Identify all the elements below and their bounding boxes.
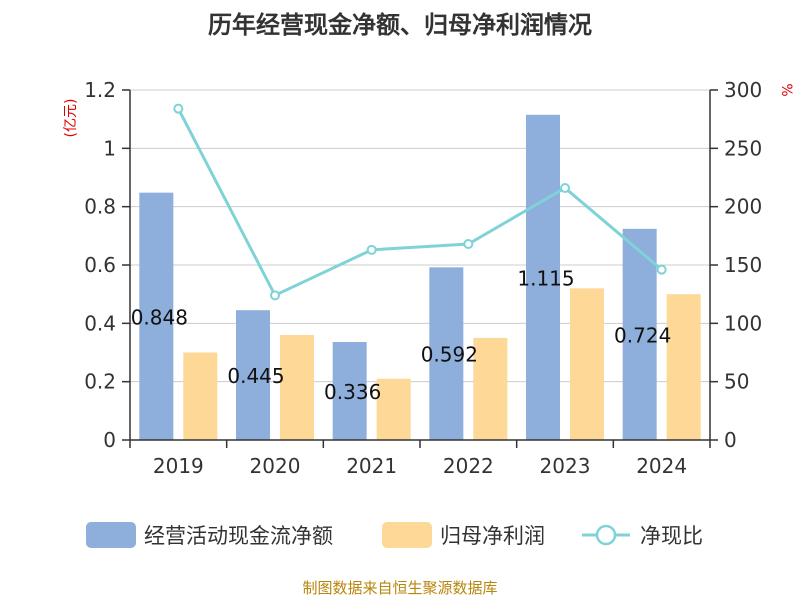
chart-title: 历年经营现金净额、归母净利润情况 [208, 11, 592, 39]
right-axis-tick-label: 0 [724, 428, 737, 452]
source-note: 制图数据来自恒生聚源数据库 [302, 579, 497, 597]
data-labels: 0.848 0.445 0.336 0.592 1.115 0.724 [131, 266, 672, 404]
bar-net-profit [473, 337, 508, 440]
bar-value-label: 0.724 [614, 323, 671, 347]
bar-net-profit [570, 288, 604, 440]
legend: 经营活动现金流净额 归母净利润 净现比 [86, 522, 703, 548]
legend-label: 归母净利润 [440, 524, 545, 548]
bar-net-profit [376, 378, 411, 440]
left-axis-tick-label: 0.4 [84, 311, 116, 335]
legend-label: 净现比 [640, 524, 703, 548]
right-axis-tick-label: 100 [724, 311, 762, 335]
ratio-point [173, 103, 184, 114]
left-axis-tick-label: 0.6 [84, 253, 116, 277]
ratio-line [177, 107, 663, 298]
gridlines [130, 89, 710, 383]
left-axis-tick-label: 1.2 [84, 78, 116, 102]
bar-net-profit [666, 294, 701, 440]
bar-net-profit [280, 335, 314, 440]
ratio-point [463, 239, 474, 249]
bar-value-label: 1.115 [517, 266, 574, 290]
right-axis-tick-label: 200 [724, 195, 762, 219]
bar-value-label: 0.848 [131, 305, 188, 329]
left-axis-tick-label: 1 [103, 136, 116, 160]
x-axis-tick-label: 2024 [636, 454, 687, 478]
legend-swatch [86, 522, 136, 548]
x-axis-tick-label: 2021 [346, 454, 397, 478]
right-axis-tick-label: 50 [724, 370, 749, 394]
x-axis-tick-label: 2020 [250, 454, 301, 478]
ratio-point [656, 264, 667, 275]
axes: 0 0.2 0.4 0.6 0.8 1 1.2 0 50 100 150 200 250 300 2019 2… [84, 78, 762, 478]
bar-operating-cash-flow [622, 228, 657, 440]
x-axis-tick-label: 2022 [443, 454, 494, 478]
ratio-point [270, 290, 280, 301]
legend-label: 经营活动现金流净额 [144, 524, 333, 548]
legend-swatch [382, 522, 432, 548]
line-series [173, 103, 667, 301]
left-axis-tick-label: 0.8 [84, 195, 116, 219]
right-axis-tick-label: 250 [724, 136, 762, 160]
left-axis-tick-label: 0 [103, 428, 116, 452]
bar-operating-cash-flow [526, 114, 560, 441]
bar-operating-cash-flow [139, 192, 174, 440]
x-axis-tick-label: 2023 [540, 454, 591, 478]
ratio-point [366, 244, 377, 255]
ratio-point [560, 183, 570, 193]
bar-operating-cash-flow [429, 267, 464, 440]
bar-operating-cash-flow [332, 342, 367, 440]
right-axis-tick-label: 300 [724, 78, 762, 102]
bar-series [139, 114, 701, 441]
left-axis-tick-label: 0.2 [84, 370, 116, 394]
bar-value-label: 0.592 [421, 343, 478, 367]
left-axis-unit: (亿元) [63, 99, 79, 138]
legend-marker [595, 524, 617, 546]
bar-operating-cash-flow [236, 310, 270, 440]
bar-value-label: 0.445 [227, 364, 284, 388]
bar-net-profit [183, 352, 218, 440]
bar-value-label: 0.336 [324, 380, 381, 404]
right-axis-tick-label: 150 [724, 253, 762, 277]
x-axis-tick-label: 2019 [153, 454, 204, 478]
right-axis-unit: % [778, 83, 794, 96]
